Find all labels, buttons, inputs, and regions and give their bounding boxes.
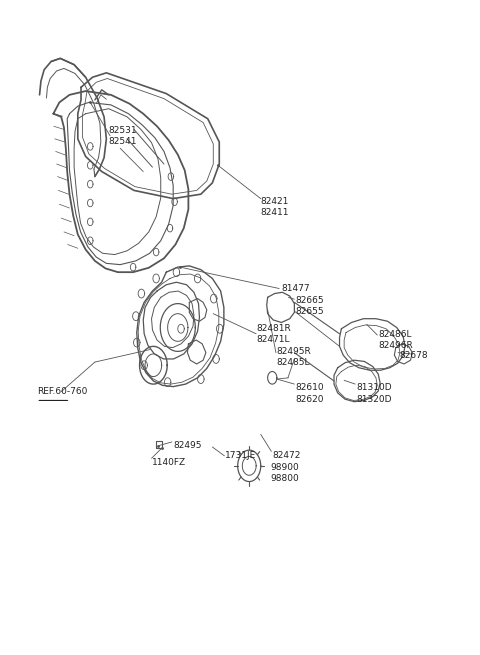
Text: 81310D
81320D: 81310D 81320D [356,383,392,403]
Text: 82481R
82471L: 82481R 82471L [256,324,291,344]
Text: 82665
82655: 82665 82655 [295,296,324,316]
Text: 82678: 82678 [399,351,428,360]
Text: 1140FZ: 1140FZ [153,458,187,467]
Text: 1731JE: 1731JE [225,451,256,460]
Text: 82421
82411: 82421 82411 [261,196,289,217]
Text: REF.60-760: REF.60-760 [37,387,88,396]
Text: 82472: 82472 [272,451,300,460]
Text: 98900
98800: 98900 98800 [270,463,299,483]
Text: 82610
82620: 82610 82620 [295,383,324,403]
Text: 82486L
82496R: 82486L 82496R [378,330,413,350]
Text: 82495R
82485L: 82495R 82485L [277,347,312,367]
Text: 82531
82541: 82531 82541 [108,126,137,146]
Text: 81477: 81477 [281,284,310,293]
Text: 82495: 82495 [173,441,202,450]
